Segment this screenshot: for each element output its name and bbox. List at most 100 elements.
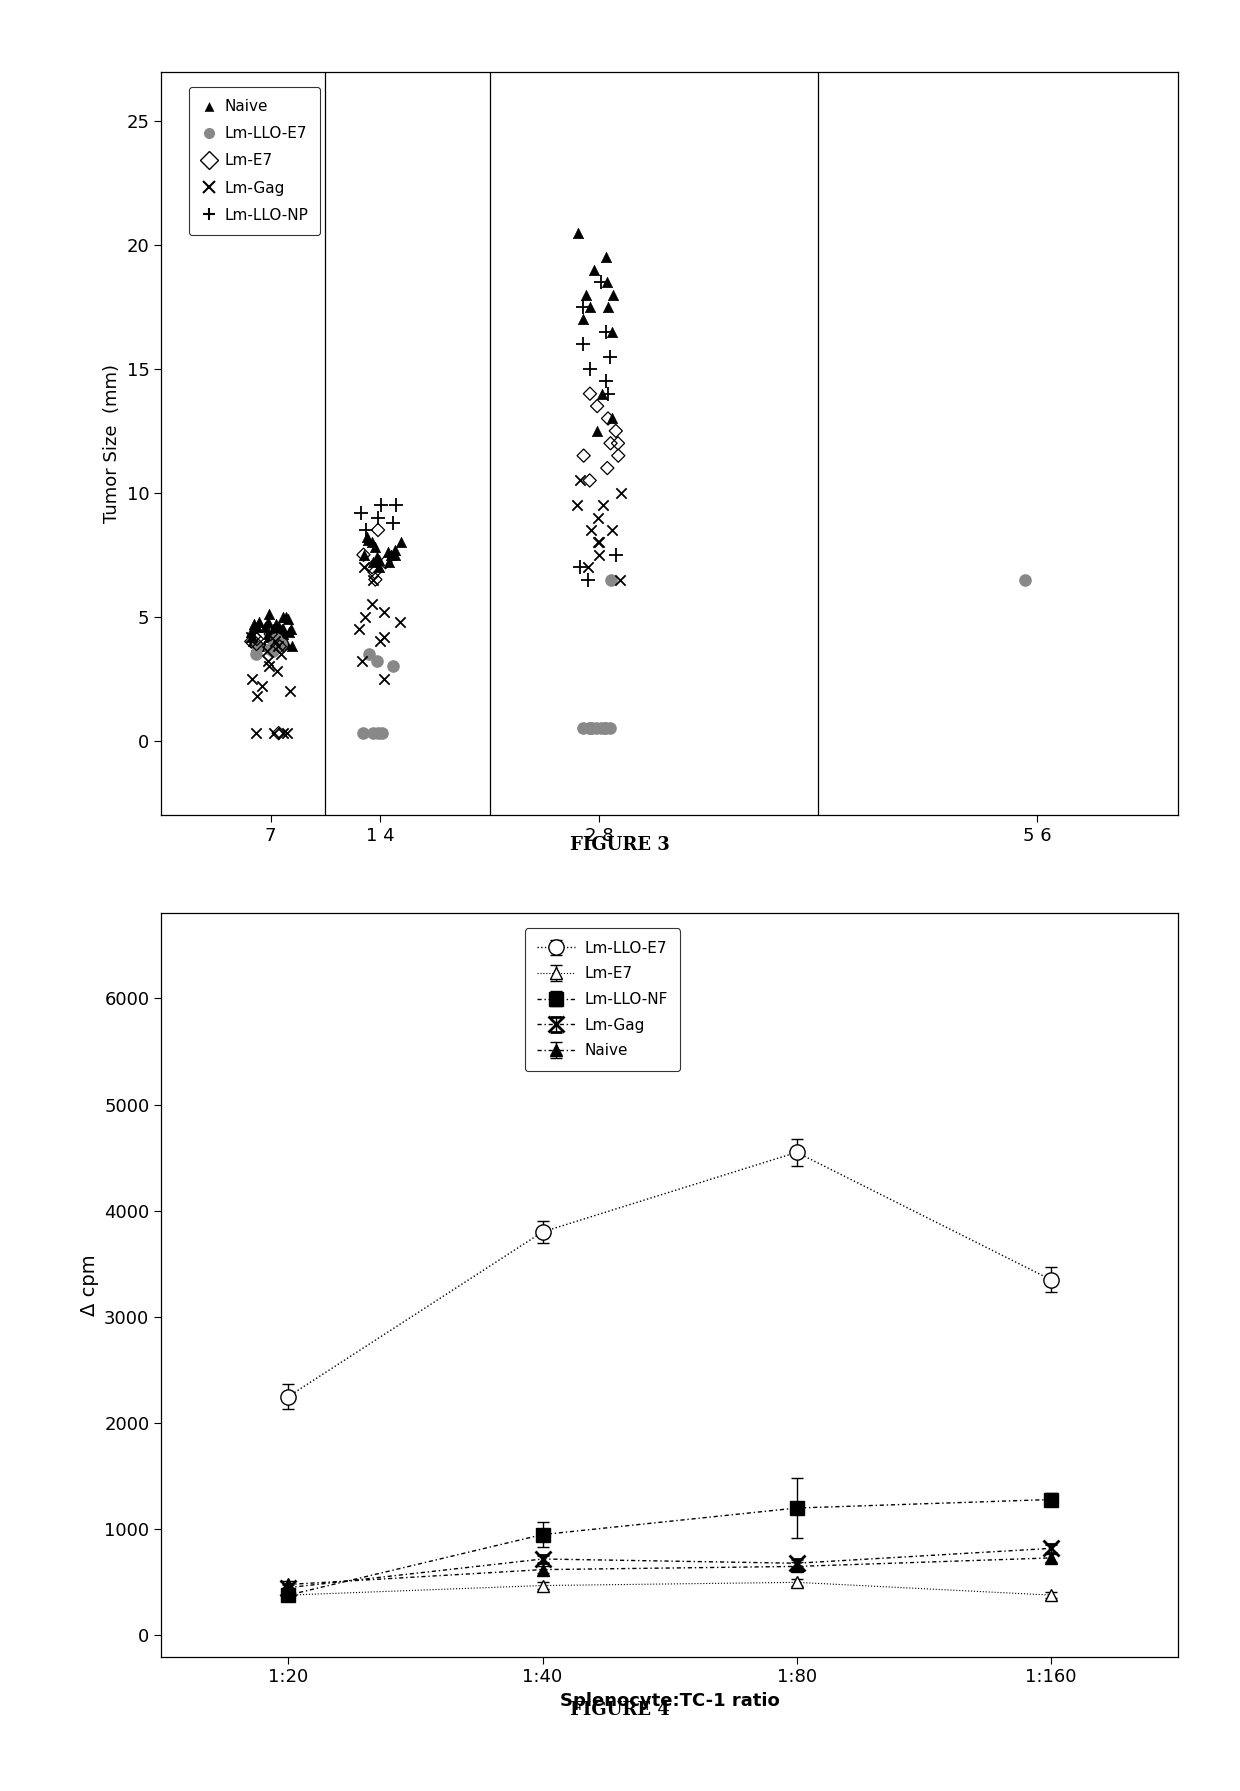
Point [598, 269, 618, 297]
Point [582, 715, 601, 743]
Point [265, 625, 285, 654]
Point [267, 625, 286, 654]
Legend: Lm-LLO-E7, Lm-E7, Lm-LLO-NF, Lm-Gag, Naive: Lm-LLO-E7, Lm-E7, Lm-LLO-NF, Lm-Gag, Nai… [525, 928, 680, 1071]
Point [272, 639, 291, 668]
Point [264, 627, 284, 656]
Point [591, 269, 611, 297]
Point [387, 491, 407, 519]
Point [600, 342, 620, 371]
Point [610, 566, 630, 595]
Point [273, 614, 293, 643]
Y-axis label: Δ cpm: Δ cpm [79, 1254, 99, 1316]
Point [281, 632, 301, 661]
Point [267, 627, 286, 656]
Point [259, 652, 279, 681]
Point [600, 430, 620, 458]
Point [258, 647, 278, 675]
Point [601, 566, 621, 595]
Point [578, 566, 598, 595]
Point [381, 541, 401, 570]
Point [570, 553, 590, 582]
Point [580, 355, 600, 383]
Point [353, 553, 373, 582]
Point [259, 634, 279, 663]
Point [257, 638, 277, 666]
Point [247, 682, 267, 711]
Point [371, 491, 391, 519]
Point [273, 620, 293, 648]
Point [258, 620, 278, 648]
Point [595, 715, 615, 743]
Point [254, 632, 274, 661]
Point [372, 718, 392, 747]
Point [609, 441, 629, 469]
Point [384, 541, 404, 570]
Legend: Naive, Lm-LLO-E7, Lm-E7, Lm-Gag, Lm-LLO-NP: Naive, Lm-LLO-E7, Lm-E7, Lm-Gag, Lm-LLO-… [190, 86, 320, 235]
Point [255, 613, 275, 641]
Point [1014, 566, 1034, 595]
Point [606, 541, 626, 570]
Point [574, 441, 594, 469]
Point [591, 715, 611, 743]
Point [374, 598, 394, 627]
Point [247, 632, 267, 661]
Point [263, 638, 283, 666]
Point [384, 536, 404, 564]
Point [355, 602, 374, 630]
Point [267, 657, 286, 686]
Point [383, 652, 403, 681]
Point [267, 609, 286, 638]
Point [391, 528, 410, 557]
Point [365, 534, 384, 562]
Point [357, 523, 377, 552]
Point [281, 614, 301, 643]
Point [358, 525, 378, 553]
Point [370, 553, 389, 582]
Point [370, 546, 389, 575]
Point [367, 543, 387, 571]
Point [603, 281, 622, 310]
Point [580, 466, 600, 494]
Point [601, 317, 621, 346]
Point [391, 607, 410, 636]
Y-axis label: Tumor Size  (mm): Tumor Size (mm) [103, 364, 120, 523]
Point [244, 609, 264, 638]
Point [242, 664, 262, 693]
Point [259, 600, 279, 629]
Point [352, 718, 372, 747]
Point [363, 566, 383, 595]
Point [608, 430, 627, 458]
Point [242, 621, 262, 650]
Point [582, 715, 601, 743]
Point [573, 715, 593, 743]
Point [272, 625, 291, 654]
Point [279, 618, 299, 647]
Point [360, 639, 379, 668]
Point [582, 516, 601, 544]
Point [368, 503, 388, 532]
Point [366, 566, 386, 595]
Point [252, 672, 272, 700]
Point [611, 478, 631, 507]
Point [577, 281, 596, 310]
Point [598, 453, 618, 482]
Point [242, 627, 262, 656]
Point [247, 625, 267, 654]
Point [275, 627, 295, 656]
Point [273, 614, 293, 643]
Point [584, 256, 604, 285]
Point [573, 292, 593, 321]
Point [259, 614, 279, 643]
Point [593, 491, 613, 519]
Point [378, 537, 398, 566]
Point [277, 602, 296, 630]
Point [588, 417, 608, 446]
Point [352, 647, 372, 675]
Point [270, 632, 290, 661]
Point [603, 516, 622, 544]
Point [362, 553, 382, 582]
Point [351, 498, 371, 527]
Point [374, 621, 394, 650]
Point [596, 244, 616, 272]
Point [259, 621, 279, 650]
